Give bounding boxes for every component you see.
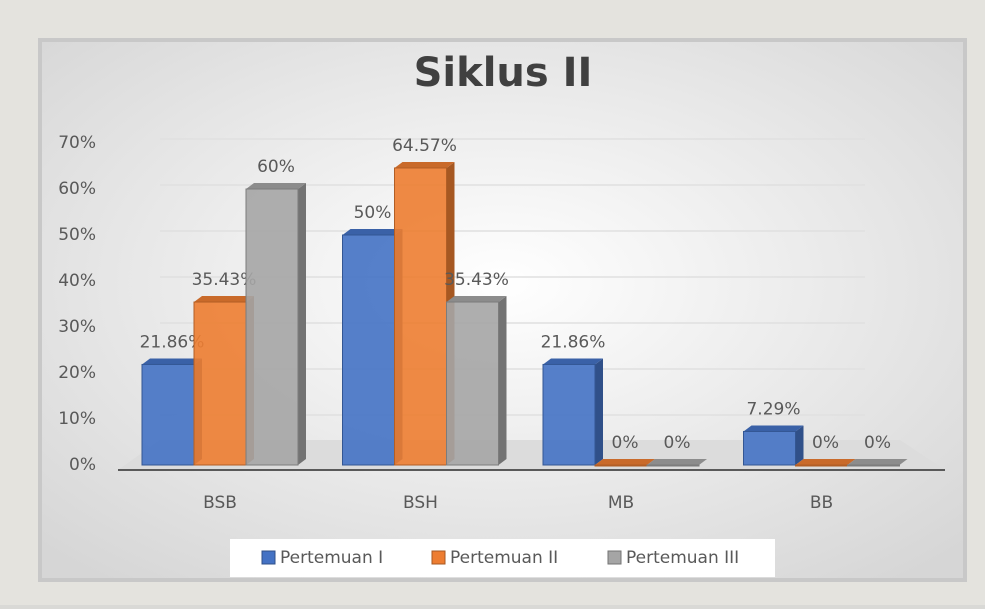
bar-top bbox=[394, 161, 455, 168]
bar bbox=[743, 430, 796, 466]
bar bbox=[542, 363, 596, 466]
x-tick-label: BSB bbox=[203, 493, 237, 513]
bar-top bbox=[194, 296, 254, 303]
bar-side bbox=[795, 425, 804, 465]
bar-top bbox=[743, 425, 804, 432]
bar-top bbox=[342, 229, 403, 235]
y-tick-label: 10% bbox=[58, 409, 96, 429]
value-label: 21.86% bbox=[541, 332, 606, 352]
value-label: 64.57% bbox=[392, 136, 457, 156]
bar bbox=[594, 464, 648, 467]
bar-top bbox=[847, 459, 908, 465]
bar bbox=[394, 167, 447, 466]
value-label: 0% bbox=[812, 433, 839, 453]
bar bbox=[193, 301, 247, 466]
bar-top bbox=[795, 459, 856, 465]
value-label: 35.43% bbox=[444, 270, 509, 290]
legend-label: Pertemuan I bbox=[280, 548, 383, 568]
y-tick-label: 30% bbox=[58, 317, 96, 337]
value-label: 50% bbox=[354, 203, 392, 223]
bar bbox=[245, 188, 299, 466]
bar bbox=[141, 363, 195, 466]
value-label: 0% bbox=[664, 433, 691, 453]
legend bbox=[230, 539, 775, 577]
bar bbox=[847, 464, 900, 467]
y-tick-label: 40% bbox=[58, 271, 96, 291]
y-tick-label: 0% bbox=[69, 455, 96, 475]
x-tick-label: MB bbox=[608, 493, 634, 513]
bar-side bbox=[595, 358, 603, 465]
legend-swatch bbox=[431, 550, 446, 565]
bar bbox=[446, 301, 499, 466]
value-label: 0% bbox=[864, 433, 891, 453]
value-label: 60% bbox=[257, 157, 295, 177]
bar-top bbox=[595, 459, 655, 465]
legend-swatch bbox=[607, 550, 622, 565]
bar-top bbox=[142, 358, 202, 365]
legend-label: Pertemuan III bbox=[626, 548, 739, 568]
chart-title: Siklus II bbox=[414, 50, 593, 96]
x-tick-label: BB bbox=[810, 493, 833, 513]
bar-top bbox=[446, 296, 507, 303]
value-label: 35.43% bbox=[192, 270, 257, 290]
x-tick-label: BSH bbox=[403, 493, 438, 513]
floor bbox=[118, 440, 945, 470]
bar bbox=[795, 464, 848, 467]
bar-side bbox=[498, 296, 507, 465]
value-label: 21.86% bbox=[140, 332, 205, 352]
y-tick-label: 60% bbox=[58, 179, 96, 199]
bar-top bbox=[543, 358, 603, 365]
bar bbox=[342, 234, 395, 466]
bar-side bbox=[298, 183, 306, 465]
bar-top bbox=[246, 183, 306, 189]
legend-swatch bbox=[261, 550, 276, 565]
legend-label: Pertemuan II bbox=[450, 548, 558, 568]
value-label: 7.29% bbox=[746, 399, 800, 419]
y-tick-label: 70% bbox=[58, 133, 96, 153]
bar bbox=[646, 464, 700, 467]
y-tick-label: 20% bbox=[58, 363, 96, 383]
value-label: 0% bbox=[612, 433, 639, 453]
bar-top bbox=[647, 459, 707, 465]
y-tick-label: 50% bbox=[58, 225, 96, 245]
